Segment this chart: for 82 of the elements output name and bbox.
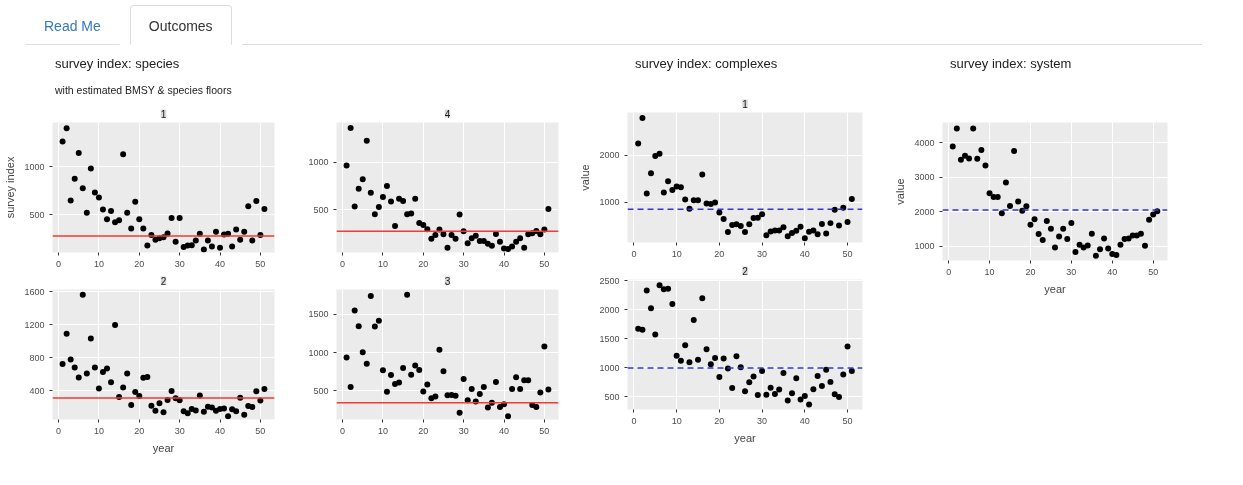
y-tick-label: 500 xyxy=(313,385,329,396)
x-tick-label: 40 xyxy=(799,248,810,259)
x-tick-label: 10 xyxy=(377,258,388,269)
y-tick-label: 2000 xyxy=(599,150,620,161)
x-tick-label: 0 xyxy=(631,248,637,259)
x-tick-label: 0 xyxy=(340,258,346,269)
y-tick-label: 500 xyxy=(29,209,45,220)
x-tick-label: 30 xyxy=(458,258,469,269)
x-tick-label: 0 xyxy=(56,425,62,436)
y-tick-label: 1000 xyxy=(308,347,329,358)
x-tick-label: 20 xyxy=(714,248,725,259)
text: Outcomes xyxy=(148,17,213,36)
y-tick-label: 1000 xyxy=(308,157,329,168)
y-axis-title: survey index xyxy=(4,156,17,219)
x-tick-label: 50 xyxy=(1148,266,1159,277)
y-tick-label: 500 xyxy=(604,391,620,402)
x-tick-label: 40 xyxy=(499,258,510,269)
chart-title: 1 xyxy=(160,108,167,120)
text: survey index: complexes xyxy=(635,55,778,73)
y-tick-label: 1500 xyxy=(599,333,620,344)
x-tick-label: 30 xyxy=(757,248,768,259)
y-axis-title: value xyxy=(579,164,592,191)
x-axis-title: year xyxy=(734,431,757,444)
text: survey index: system xyxy=(950,55,1072,73)
x-tick-label: 40 xyxy=(215,258,226,269)
x-tick-label: 30 xyxy=(458,425,469,436)
x-tick-label: 0 xyxy=(946,266,952,277)
x-tick-label: 20 xyxy=(134,258,145,269)
x-tick-label: 10 xyxy=(984,266,995,277)
x-tick-label: 10 xyxy=(671,415,682,426)
y-tick-label: 2000 xyxy=(599,304,620,315)
x-tick-label: 40 xyxy=(1107,266,1118,277)
x-tick-label: 50 xyxy=(255,258,266,269)
x-tick-label: 30 xyxy=(1066,266,1077,277)
y-tick-label: 1500 xyxy=(308,309,329,320)
x-tick-label: 0 xyxy=(340,425,346,436)
y-tick-label: 1000 xyxy=(914,241,935,252)
x-tick-label: 0 xyxy=(56,258,62,269)
x-axis-title: year xyxy=(152,441,175,454)
x-tick-label: 10 xyxy=(377,425,388,436)
x-tick-label: 20 xyxy=(134,425,145,436)
x-tick-label: 40 xyxy=(799,415,810,426)
y-tick-label: 3000 xyxy=(914,172,935,183)
y-tick-label: 1000 xyxy=(599,197,620,208)
x-axis-title: year xyxy=(1044,282,1067,295)
text: with estimated BMSY & species floors xyxy=(55,83,232,98)
chart-title: 2 xyxy=(742,265,749,277)
y-tick-label: 4000 xyxy=(914,137,935,148)
chart-title: 2 xyxy=(160,275,167,287)
y-axis-title: value xyxy=(894,178,907,205)
x-tick-label: 20 xyxy=(714,415,725,426)
x-tick-label: 50 xyxy=(842,415,853,426)
text: Read Me xyxy=(44,17,101,36)
y-tick-label: 1200 xyxy=(24,319,45,330)
y-tick-label: 500 xyxy=(313,204,329,215)
x-tick-label: 10 xyxy=(93,425,104,436)
x-tick-label: 30 xyxy=(174,425,185,436)
x-tick-label: 20 xyxy=(418,425,429,436)
x-tick-label: 10 xyxy=(93,258,104,269)
y-tick-label: 1000 xyxy=(599,362,620,373)
x-tick-label: 50 xyxy=(539,425,550,436)
x-tick-label: 40 xyxy=(499,425,510,436)
y-tick-label: 400 xyxy=(29,385,45,396)
x-tick-label: 50 xyxy=(842,248,853,259)
x-tick-label: 0 xyxy=(631,415,637,426)
chart-title: 1 xyxy=(742,98,749,110)
chart-title: 4 xyxy=(444,108,451,120)
x-tick-label: 10 xyxy=(671,248,682,259)
x-tick-label: 50 xyxy=(255,425,266,436)
y-tick-label: 800 xyxy=(29,352,45,363)
y-tick-label: 2000 xyxy=(914,206,935,217)
x-tick-label: 40 xyxy=(215,425,226,436)
y-tick-label: 2500 xyxy=(599,275,620,286)
x-tick-label: 30 xyxy=(174,258,185,269)
x-tick-label: 30 xyxy=(757,415,768,426)
y-tick-label: 1000 xyxy=(24,161,45,172)
x-tick-label: 20 xyxy=(1025,266,1036,277)
x-tick-label: 20 xyxy=(418,258,429,269)
x-tick-label: 50 xyxy=(539,258,550,269)
text: survey index: species xyxy=(55,55,180,73)
y-tick-label: 1600 xyxy=(24,286,45,297)
chart-title: 3 xyxy=(444,275,451,287)
